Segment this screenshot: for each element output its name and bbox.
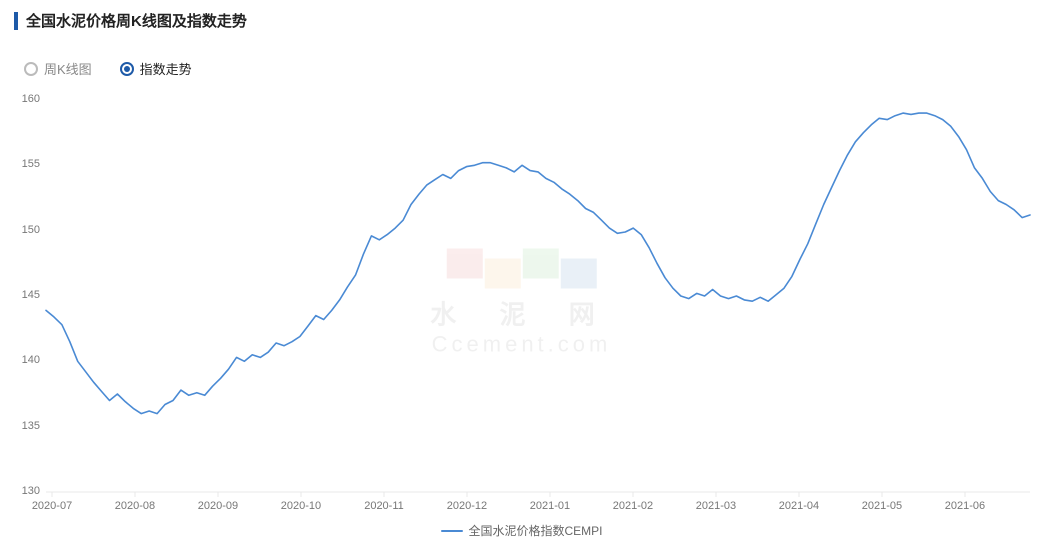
radio-unselected-icon (24, 62, 38, 76)
page-title: 全国水泥价格周K线图及指数走势 (26, 10, 247, 31)
legend-series-label: 全国水泥价格指数CEMPI (468, 522, 602, 539)
x-axis-tick-label: 2020-12 (447, 500, 487, 512)
tab-kline-label: 周K线图 (44, 59, 92, 78)
x-axis-tick-label: 2021-01 (530, 500, 570, 512)
section-header: 全国水泥价格周K线图及指数走势 (0, 0, 1043, 41)
x-axis-tick-label: 2020-09 (198, 500, 238, 512)
tab-kline[interactable]: 周K线图 (24, 59, 92, 78)
x-axis-tick-label: 2021-06 (945, 500, 985, 512)
x-axis-tick-label: 2020-10 (281, 500, 321, 512)
y-axis-tick-label: 145 (6, 289, 40, 301)
chart-svg (0, 82, 1043, 542)
x-axis-tick-label: 2021-05 (862, 500, 902, 512)
x-axis-tick-label: 2021-03 (696, 500, 736, 512)
y-axis-tick-label: 155 (6, 158, 40, 170)
chart-legend: 全国水泥价格指数CEMPI (440, 522, 602, 539)
tab-index-label: 指数走势 (140, 59, 192, 78)
x-axis-tick-label: 2020-08 (115, 500, 155, 512)
y-axis-tick-label: 140 (6, 354, 40, 366)
x-axis-tick-label: 2021-02 (613, 500, 653, 512)
radio-selected-icon (120, 62, 134, 76)
header-accent-bar (14, 12, 18, 30)
line-chart: 水 泥 网 Ccement.com 130135140145150155160 … (0, 82, 1043, 542)
chart-mode-tabs: 周K线图 指数走势 (0, 41, 1043, 82)
tab-index-trend[interactable]: 指数走势 (120, 59, 192, 78)
legend-line-icon (440, 530, 462, 532)
y-axis-tick-label: 135 (6, 420, 40, 432)
x-axis-tick-label: 2020-11 (364, 500, 404, 512)
x-axis-tick-label: 2020-07 (32, 500, 72, 512)
y-axis-tick-label: 130 (6, 485, 40, 497)
x-axis-tick-label: 2021-04 (779, 500, 819, 512)
y-axis-tick-label: 150 (6, 224, 40, 236)
y-axis-tick-label: 160 (6, 93, 40, 105)
